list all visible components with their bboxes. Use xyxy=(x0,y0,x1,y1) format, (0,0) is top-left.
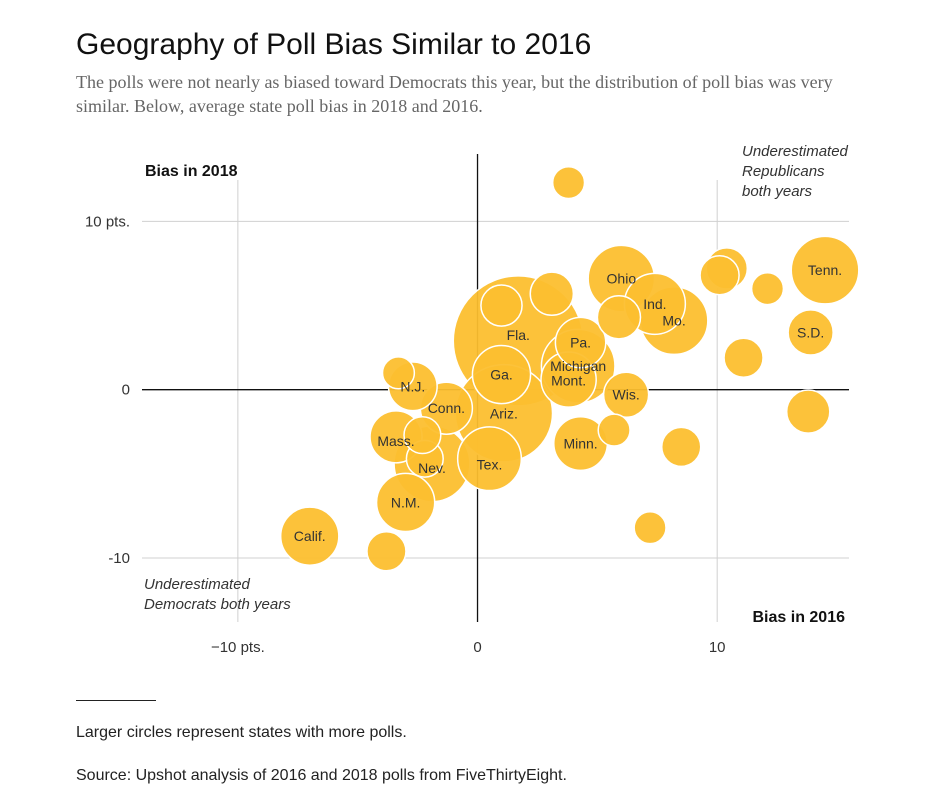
annotation-top-right-line1: Underestimated xyxy=(742,143,849,160)
bubble-point xyxy=(366,531,407,572)
bubble-point xyxy=(785,389,831,434)
bubble-point xyxy=(551,165,586,200)
point-label: Ohio xyxy=(607,271,637,287)
bubble-point xyxy=(597,413,631,447)
point-label: Minn. xyxy=(563,436,597,452)
y-axis-label: Bias in 2018 xyxy=(145,163,238,180)
scatter-chart: 10 pts. 0 -10 −10 pts. 0 10 Fla. Ariz. Nev. Mich… xyxy=(85,143,860,656)
annotation-bottom-left-line2: Democrats both years xyxy=(144,596,291,613)
y-tick-label: -10 xyxy=(108,550,130,567)
bubble-point xyxy=(529,271,575,317)
point-label: Ga. xyxy=(490,367,513,383)
point-label: Ind. xyxy=(643,296,666,312)
bubble-point xyxy=(375,472,436,533)
point-label: N.J. xyxy=(400,378,425,394)
point-label: Michigan xyxy=(550,358,606,374)
source-note: Source: Upshot analysis of 2016 and 2018… xyxy=(76,767,567,784)
bubble-point xyxy=(279,506,340,566)
x-tick-label: −10 pts. xyxy=(211,639,265,656)
point-label: Mo. xyxy=(662,313,685,329)
grid xyxy=(142,180,849,622)
bubble-point xyxy=(480,284,523,327)
data-points xyxy=(279,165,860,572)
point-label: Pa. xyxy=(570,335,591,351)
point-label: N.M. xyxy=(391,494,421,510)
point-label: Ariz. xyxy=(490,405,518,421)
x-axis-label: Bias in 2016 xyxy=(753,609,846,626)
bubble-point xyxy=(723,337,764,378)
point-label: Wis. xyxy=(613,387,640,403)
bubble-point xyxy=(787,309,834,356)
bubble-point xyxy=(471,344,532,405)
point-labels: Fla. Ariz. Nev. Michigan Tenn. Mo. Ohio Tex. Ind… xyxy=(294,262,842,544)
chart-subtitle: The polls were not nearly as biased towa… xyxy=(76,72,833,116)
point-label: Tex. xyxy=(477,457,503,473)
point-label: Mont. xyxy=(551,373,586,389)
annotation-top-right-line2: Republicans xyxy=(742,163,825,180)
bubble-point xyxy=(790,235,860,305)
point-label: Mass. xyxy=(377,433,414,449)
point-label: Tenn. xyxy=(808,262,842,278)
annotation-top-right-line3: both years xyxy=(742,183,813,200)
bubble-point xyxy=(403,416,442,455)
bubble-point xyxy=(596,294,642,340)
bubble-point xyxy=(660,426,702,468)
bubble-point xyxy=(381,356,416,390)
bubble-point xyxy=(456,426,523,492)
size-note: Larger circles represent states with mor… xyxy=(76,724,407,741)
annotation-bottom-left-line1: Underestimated xyxy=(144,576,251,593)
point-label: S.D. xyxy=(797,324,824,340)
x-tick-label: 0 xyxy=(473,639,481,656)
footer-divider xyxy=(76,700,156,701)
point-label: Nev. xyxy=(418,460,446,476)
bubble-point xyxy=(750,272,785,306)
chart-title: Geography of Poll Bias Similar to 2016 xyxy=(76,28,592,61)
point-label: Conn. xyxy=(428,400,465,416)
bubble-point xyxy=(633,511,667,545)
point-label: Fla. xyxy=(507,327,530,343)
y-tick-label: 10 pts. xyxy=(85,213,130,230)
bubble-point xyxy=(699,254,740,296)
bubble-point xyxy=(602,371,650,419)
x-tick-label: 10 xyxy=(709,639,726,656)
y-tick-label: 0 xyxy=(122,382,130,399)
bubble-point xyxy=(554,316,607,369)
point-label: Calif. xyxy=(294,528,326,544)
